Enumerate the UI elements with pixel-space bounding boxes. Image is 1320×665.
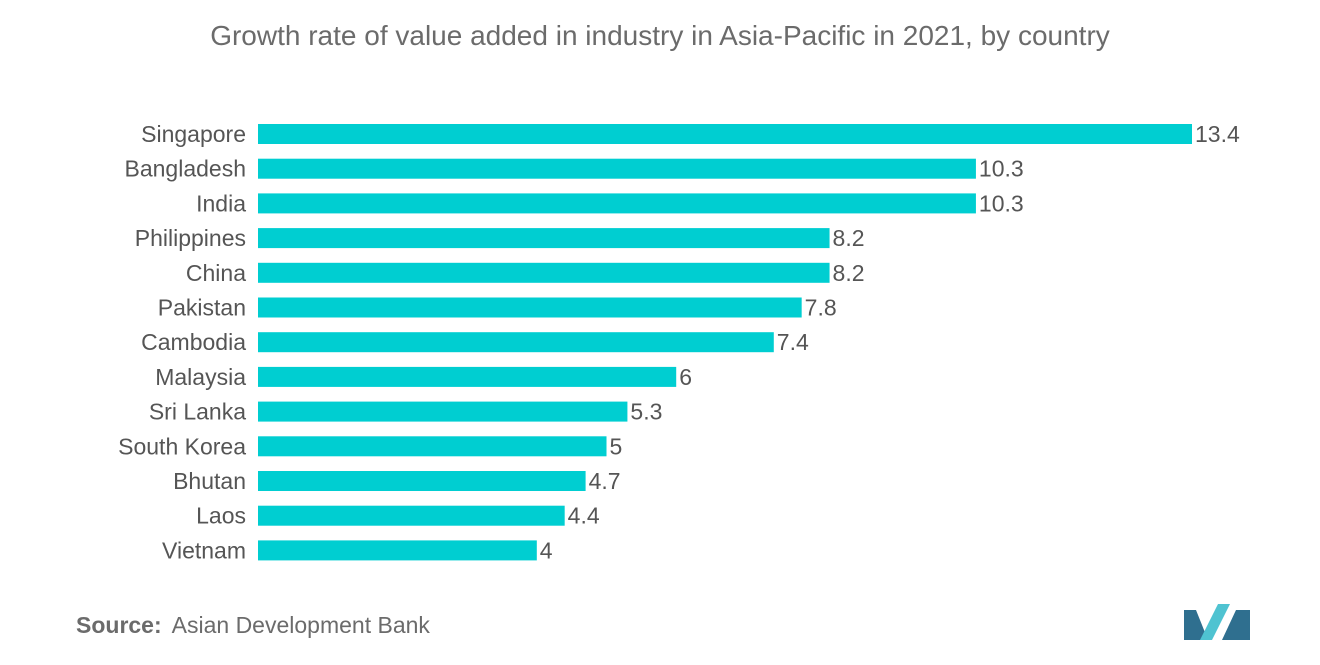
bar (258, 297, 802, 318)
value-label: 8.2 (833, 225, 865, 251)
chart-title: Growth rate of value added in industry i… (210, 20, 1110, 51)
source-line: Source: Asian Development Bank (76, 612, 430, 639)
bar (258, 366, 677, 387)
bar (258, 262, 830, 283)
bar (258, 158, 976, 179)
bar (258, 471, 586, 491)
value-label: 4.7 (589, 468, 621, 494)
category-label: Pakistan (158, 295, 246, 321)
category-label: Malaysia (155, 364, 246, 390)
bar (258, 436, 607, 457)
bar (258, 228, 830, 249)
value-label: 10.3 (979, 190, 1024, 216)
value-label: 4.4 (568, 503, 600, 529)
category-label: Singapore (141, 121, 246, 147)
bars-group: Singapore 13.4 Bangladesh 10.3 India 10.3 Phil… (118, 121, 1240, 563)
bar (258, 401, 628, 422)
value-label: 5 (610, 433, 623, 459)
category-label: Sri Lanka (149, 399, 246, 425)
bar (258, 505, 565, 526)
category-label: Laos (196, 503, 246, 529)
bar (258, 540, 537, 561)
category-label: Cambodia (141, 329, 246, 355)
category-label: China (186, 260, 246, 286)
bar (258, 332, 774, 353)
value-label: 7.4 (777, 329, 809, 355)
value-label: 13.4 (1195, 121, 1240, 147)
source-label: Source: (76, 612, 162, 638)
category-label: Vietnam (162, 537, 246, 563)
value-label: 5.3 (630, 399, 662, 425)
value-label: 7.8 (805, 295, 837, 321)
value-label: 6 (679, 364, 692, 390)
category-label: Bangladesh (125, 156, 247, 182)
value-label: 4 (540, 537, 553, 563)
category-label: Bhutan (173, 468, 246, 494)
category-label: India (196, 190, 246, 216)
bar (258, 124, 1192, 144)
category-label: Philippines (135, 225, 246, 251)
bar (258, 193, 976, 214)
value-label: 10.3 (979, 156, 1024, 182)
category-label: South Korea (118, 433, 246, 459)
brand-logo-icon (1184, 604, 1250, 640)
value-label: 8.2 (833, 260, 865, 286)
source-text: Asian Development Bank (171, 612, 430, 638)
bar-chart: Singapore 13.4 Bangladesh 10.3 India 10.3 Phil… (118, 121, 1240, 563)
